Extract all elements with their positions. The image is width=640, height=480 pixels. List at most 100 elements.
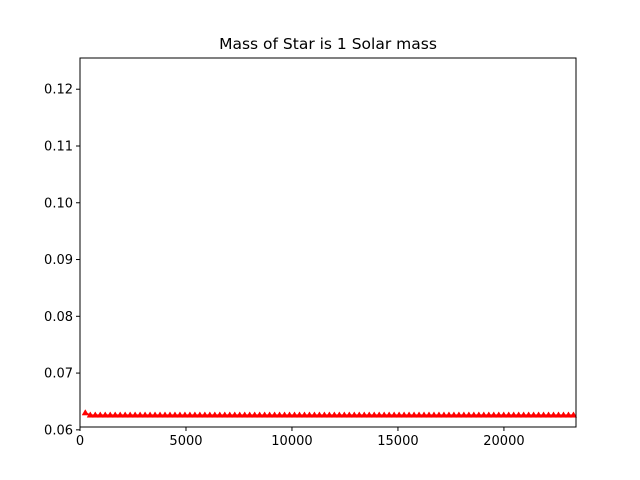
data-point xyxy=(360,411,368,418)
data-point xyxy=(539,411,548,418)
data-point xyxy=(529,411,538,418)
data-point xyxy=(116,411,124,418)
data-point xyxy=(201,411,209,418)
data-point xyxy=(121,411,129,418)
data-point xyxy=(211,411,219,418)
data-point xyxy=(246,411,254,418)
data-point xyxy=(520,411,528,418)
data-point xyxy=(290,411,299,418)
data-point xyxy=(465,411,473,418)
data-point xyxy=(445,411,453,418)
data-point xyxy=(191,411,199,418)
data-point xyxy=(475,411,483,418)
data-point xyxy=(171,411,179,418)
data-point xyxy=(415,411,423,418)
data-point xyxy=(395,411,403,418)
data-point xyxy=(400,411,408,418)
data-point xyxy=(265,411,274,418)
data-point xyxy=(460,411,468,418)
data-point xyxy=(146,411,154,418)
data-point xyxy=(534,411,543,418)
data-point xyxy=(196,411,204,418)
y-tick-label: 0.08 xyxy=(44,310,73,325)
y-tick-label: 0.11 xyxy=(44,139,73,154)
data-point xyxy=(505,411,513,418)
data-point xyxy=(485,411,493,418)
data-point xyxy=(370,411,378,418)
data-point xyxy=(111,411,119,418)
data-point xyxy=(390,411,398,418)
x-tick-label: 5000 xyxy=(169,434,202,449)
data-point xyxy=(515,411,523,418)
data-point xyxy=(455,411,463,418)
data-point xyxy=(251,411,259,418)
data-point xyxy=(425,411,433,418)
data-point xyxy=(226,411,234,418)
data-point xyxy=(176,411,184,418)
data-point xyxy=(470,411,478,418)
data-point xyxy=(564,411,573,418)
data-point xyxy=(549,411,558,418)
data-point xyxy=(131,411,139,418)
data-point xyxy=(345,411,353,418)
data-point xyxy=(136,411,144,418)
y-axis: 0.06 0.07 0.08 0.09 0.10 0.11 0.12 xyxy=(44,83,80,438)
data-point xyxy=(430,411,438,418)
data-point xyxy=(554,411,563,418)
data-point xyxy=(310,411,319,418)
data-point xyxy=(241,411,249,418)
data-point xyxy=(285,411,294,418)
data-point xyxy=(420,411,428,418)
data-point xyxy=(156,411,164,418)
y-tick-label: 0.10 xyxy=(44,196,73,211)
data-point xyxy=(305,411,314,418)
data-point xyxy=(206,411,214,418)
data-point xyxy=(81,409,89,416)
axes-frame xyxy=(79,57,577,428)
data-point xyxy=(91,411,99,418)
data-point xyxy=(355,411,363,418)
x-tick-label: 15000 xyxy=(377,434,418,449)
data-point xyxy=(141,411,149,418)
x-axis: 0 5000 10000 15000 20000 xyxy=(76,427,525,449)
data-point xyxy=(295,411,304,418)
data-point xyxy=(126,411,134,418)
data-point xyxy=(380,411,388,418)
data-point xyxy=(375,411,383,418)
data-point xyxy=(325,411,334,418)
data-point xyxy=(186,411,194,418)
data-point xyxy=(365,411,373,418)
data-point xyxy=(101,411,109,418)
data-point xyxy=(161,411,169,418)
data-point xyxy=(385,411,393,418)
data-point xyxy=(166,411,174,418)
data-point xyxy=(151,411,159,418)
data-point xyxy=(480,411,488,418)
data-point xyxy=(236,411,244,418)
y-tick-label: 0.12 xyxy=(44,83,73,98)
data-point xyxy=(340,411,348,418)
data-point xyxy=(320,411,329,418)
data-point xyxy=(231,411,239,418)
data-point xyxy=(559,411,568,418)
data-point xyxy=(495,411,503,418)
data-point xyxy=(280,411,289,418)
data-point xyxy=(435,411,443,418)
data-point xyxy=(410,411,418,418)
data-point xyxy=(569,411,578,418)
data-point xyxy=(510,411,518,418)
data-point xyxy=(350,411,358,418)
data-point xyxy=(256,411,264,418)
chart-title: Mass of Star is 1 Solar mass xyxy=(219,35,437,53)
x-tick-label: 0 xyxy=(76,434,84,449)
data-point xyxy=(524,411,533,418)
data-point xyxy=(440,411,448,418)
data-point xyxy=(96,411,104,418)
data-point xyxy=(500,411,508,418)
data-point xyxy=(86,411,94,418)
data-point xyxy=(335,411,343,418)
y-tick-label: 0.09 xyxy=(44,253,73,268)
data-point xyxy=(490,411,498,418)
